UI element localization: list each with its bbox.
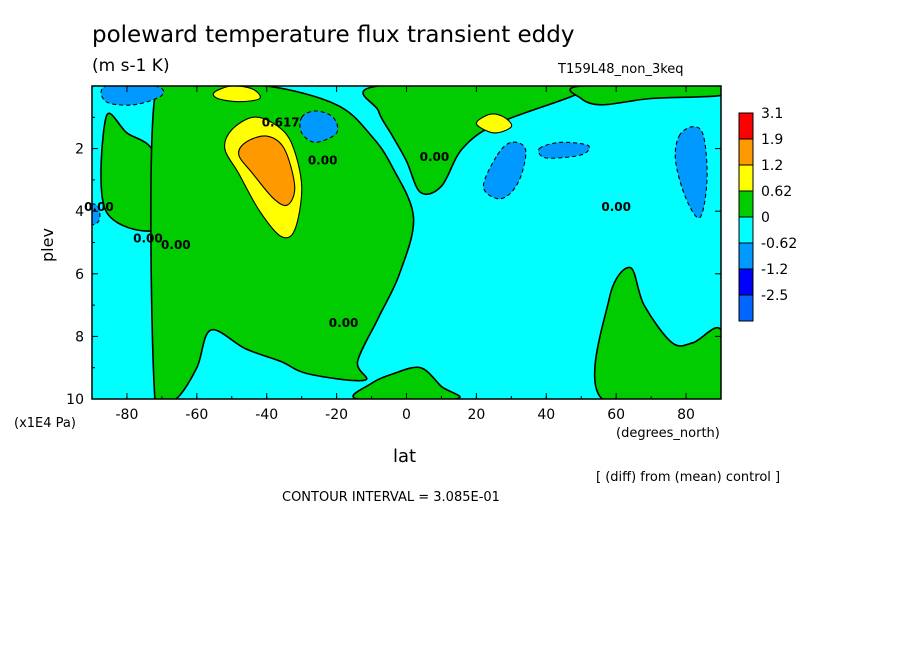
colorbar-label-2: 1.2	[761, 158, 783, 174]
colorbar-swatch-2	[738, 164, 754, 192]
x-tick-label-1: -60	[185, 407, 208, 423]
region-pos-mid-1	[212, 86, 261, 103]
region-pos-weak-5	[352, 366, 461, 399]
region-pos-weak-4	[593, 266, 721, 399]
y-tick-label-4: 10	[66, 392, 84, 408]
contour-label-0: 0.617	[262, 116, 300, 130]
x-axis-unit: (degrees_north)	[616, 426, 720, 441]
chart-units: (m s-1 K)	[92, 56, 170, 76]
colorbar-swatch-0	[738, 112, 754, 140]
y-tick-label-3: 8	[75, 329, 84, 345]
chart-title: poleward temperature flux transient eddy	[92, 22, 575, 48]
region-pos-mid-2	[475, 113, 513, 134]
x-tick-label-3: -20	[325, 407, 348, 423]
colorbar-label-0: 3.1	[761, 106, 783, 122]
x-tick-label-2: -40	[255, 407, 278, 423]
contour-interval: CONTOUR INTERVAL = 3.085E-01	[282, 490, 500, 505]
contour-label-3: 0.00	[133, 232, 163, 246]
region-neg-mid-1	[299, 110, 339, 143]
colorbar-swatch-7	[738, 294, 754, 322]
y-axis-unit: (x1E4 Pa)	[14, 416, 76, 431]
x-tick-label-5: 20	[467, 407, 485, 423]
y-tick-label-0: 2	[75, 142, 84, 158]
region-pos-strong-0	[238, 135, 296, 207]
contour-label-6: 0.00	[601, 200, 631, 214]
region-neg-mid-5	[92, 203, 101, 226]
x-tick-label-4: 0	[402, 407, 411, 423]
colorbar-swatch-3	[738, 190, 754, 218]
colorbar-label-6: -1.2	[761, 262, 788, 278]
x-tick-label-6: 40	[537, 407, 555, 423]
colorbar-swatch-4	[738, 216, 754, 244]
contour-label-5: 0.00	[329, 316, 359, 330]
region-pos-weak-1	[150, 86, 415, 399]
colorbar-label-5: -0.62	[761, 236, 797, 252]
region-neg-mid-2	[482, 141, 527, 200]
colorbar-label-3: 0.62	[761, 184, 792, 200]
colorbar-label-4: 0	[761, 210, 770, 226]
y-tick-label-2: 6	[75, 267, 84, 283]
colorbar-swatch-6	[738, 268, 754, 296]
region-pos-weak-3	[569, 86, 721, 106]
region-neg-mid-3	[537, 141, 591, 159]
contour-label-1: 0.00	[308, 153, 338, 167]
contour-label-7: 0.00	[84, 200, 114, 214]
region-neg-mid-4	[674, 126, 708, 219]
colorbar-swatch-5	[738, 242, 754, 270]
y-tick-label-1: 4	[75, 204, 84, 220]
run-label: T159L48_non_3keq	[558, 62, 684, 77]
x-tick-label-0: -80	[116, 407, 139, 423]
contour-label-4: 0.00	[161, 238, 191, 252]
diff-note: [ (diff) from (mean) control ]	[596, 470, 781, 485]
colorbar-swatch-1	[738, 138, 754, 166]
x-axis-label: lat	[393, 446, 417, 467]
colorbar-label-1: 1.9	[761, 132, 783, 148]
x-tick-label-8: 80	[677, 407, 695, 423]
colorbar-label-7: -2.5	[761, 288, 788, 304]
contour-label-2: 0.00	[420, 150, 450, 164]
region-neg-mid-0	[100, 86, 165, 106]
x-tick-label-7: 60	[607, 407, 625, 423]
